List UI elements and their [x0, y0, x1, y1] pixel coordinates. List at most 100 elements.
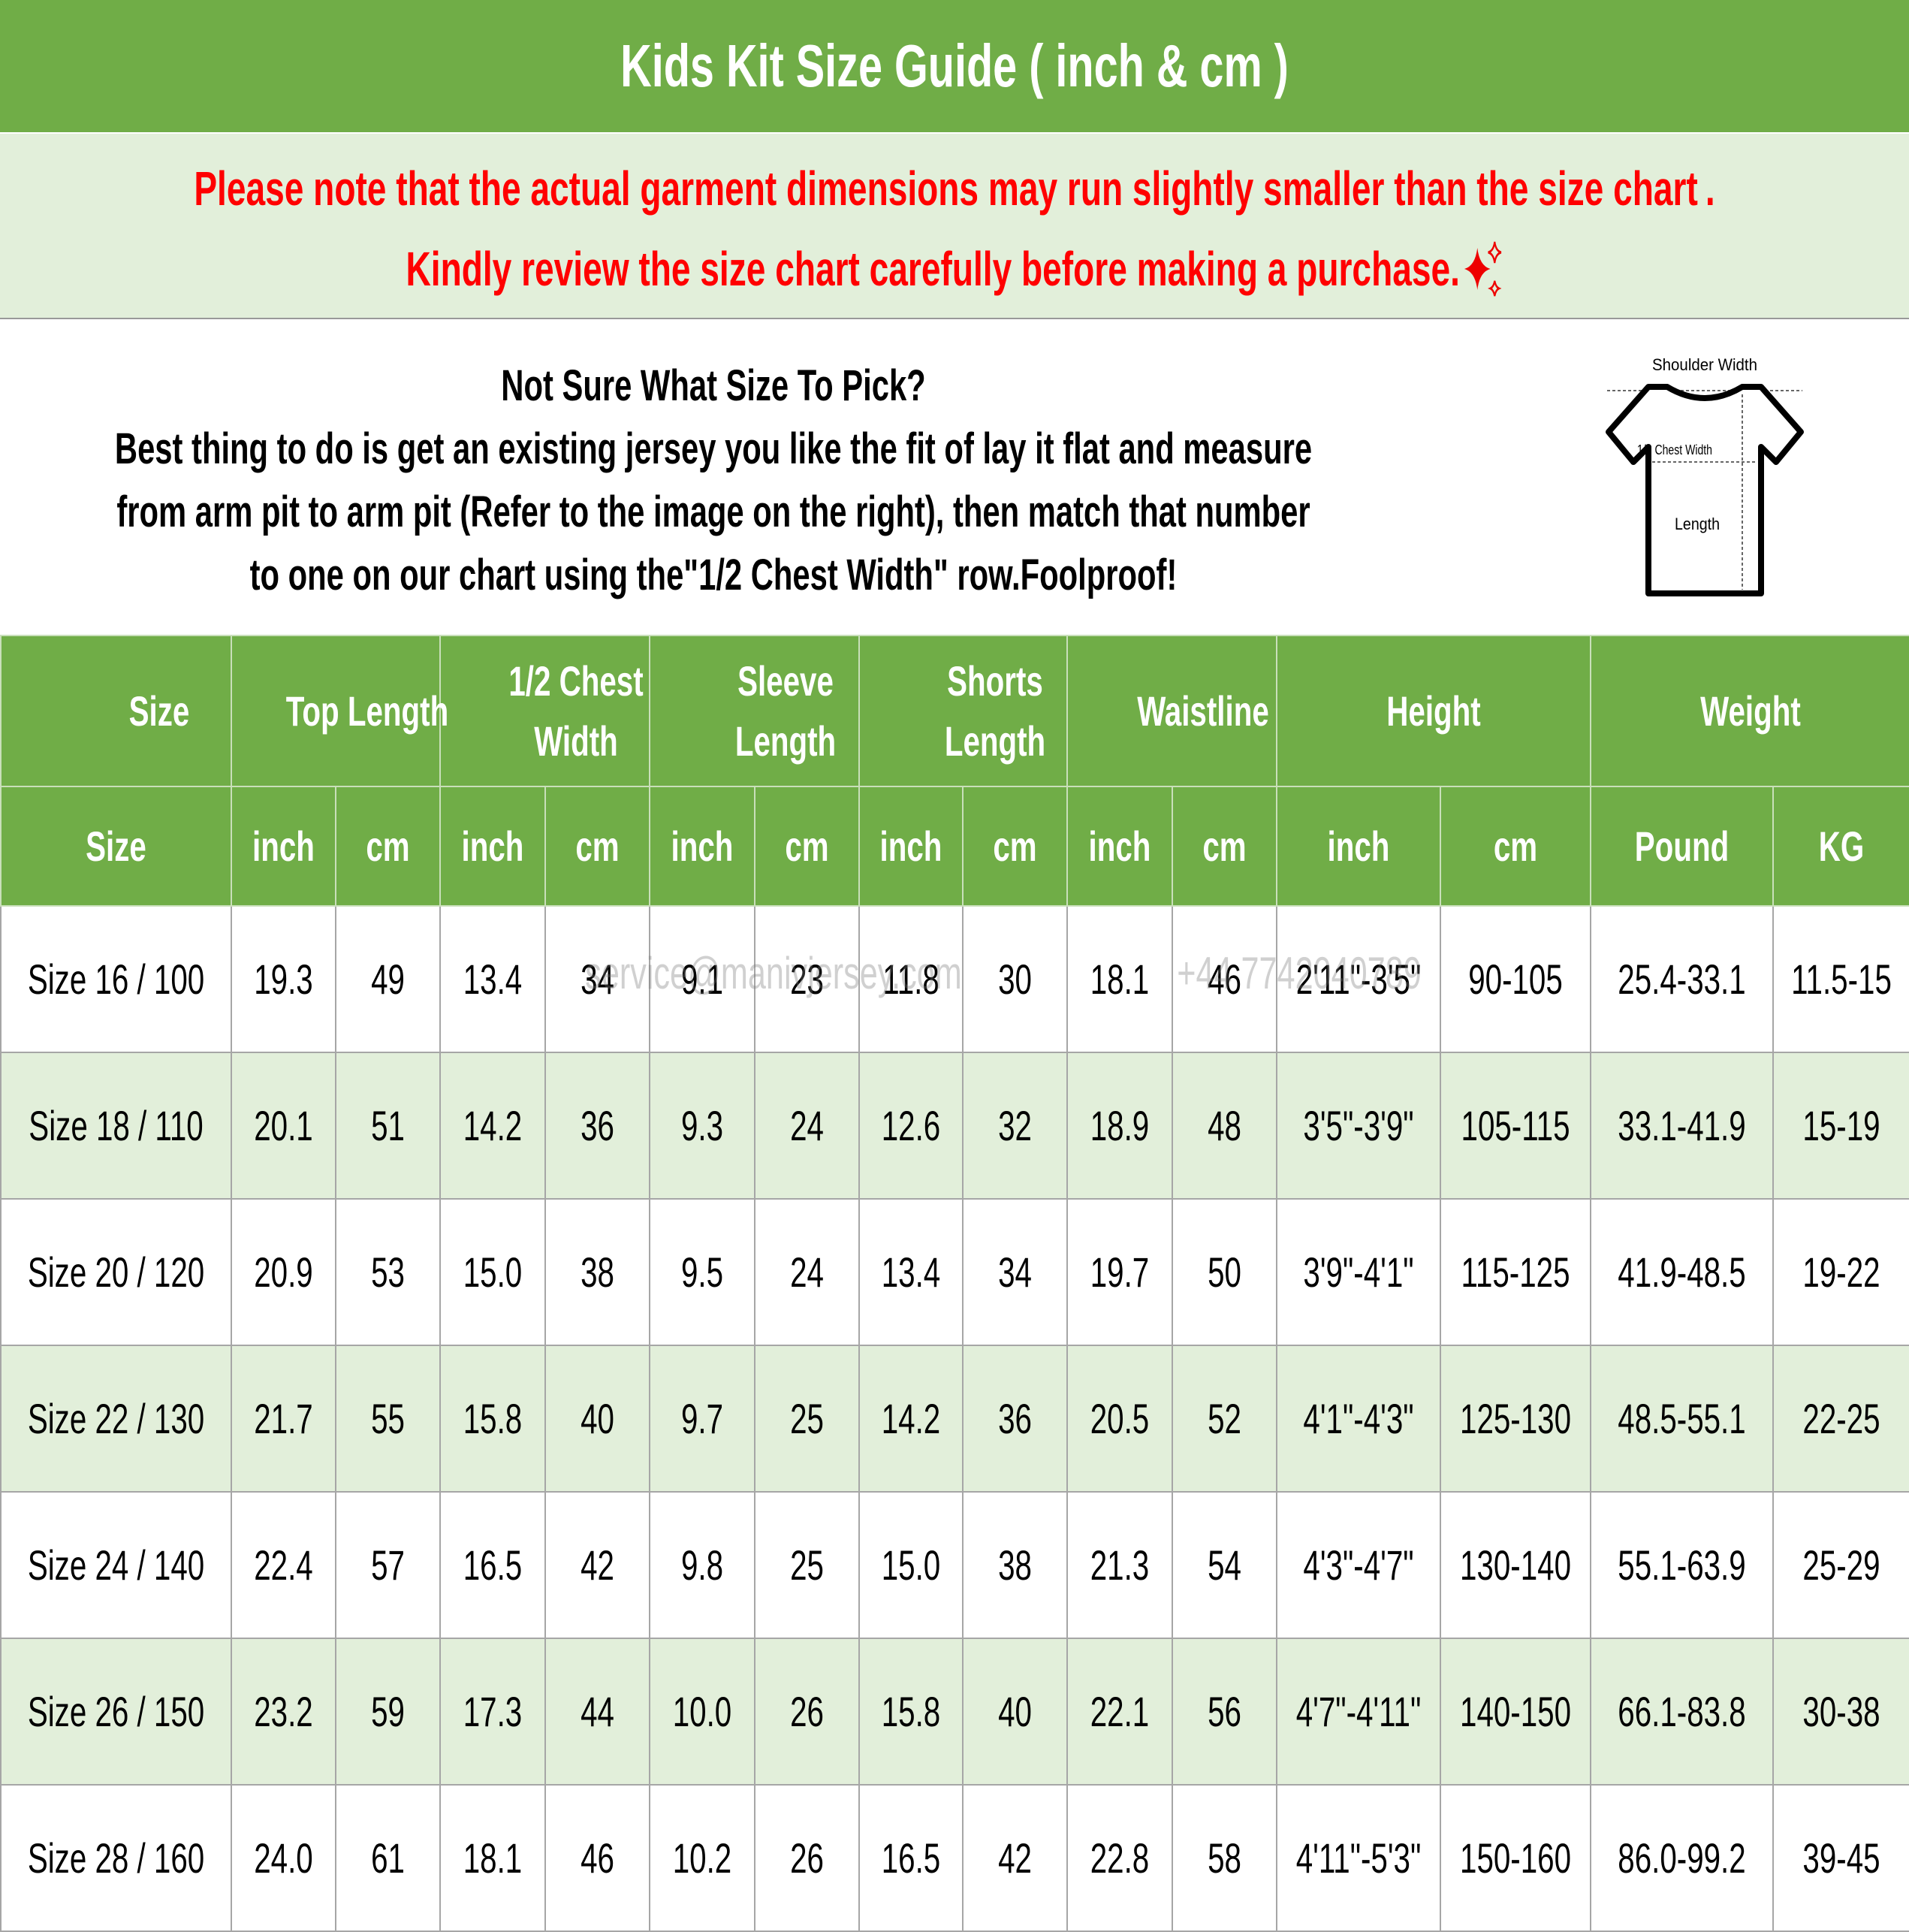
data-cell: 19.7 — [1066, 1198, 1173, 1346]
data-cell: 22.1 — [1066, 1638, 1173, 1786]
group-header-text: 1/2 Chest Width — [508, 657, 644, 765]
data-cell-text: 15.0 — [881, 1541, 941, 1589]
data-cell: 22.8 — [1066, 1784, 1173, 1932]
data-cell-text: 25.4-33.1 — [1618, 955, 1746, 1003]
data-cell-text: 50 — [1208, 1248, 1241, 1296]
data-cell-text: 24 — [790, 1102, 824, 1149]
data-cell: 46 — [544, 1784, 650, 1932]
data-cell-text: 25-29 — [1802, 1541, 1880, 1589]
data-cell-text: 86.0-99.2 — [1618, 1834, 1746, 1882]
data-cell-text: 13.4 — [463, 955, 523, 1003]
data-cell: 9.1 — [649, 905, 755, 1053]
data-cell-text: 40 — [998, 1688, 1032, 1735]
unit-header: cm — [544, 786, 650, 907]
data-cell: 36 — [544, 1052, 650, 1200]
data-cell: 20.9 — [231, 1198, 336, 1346]
data-cell: 10.0 — [649, 1638, 755, 1786]
data-cell-text: 10.2 — [672, 1834, 732, 1882]
data-row: Size 16 / 100 19.3 49 13.4 34 9.1 23 11.8 30 18.1… — [0, 905, 1909, 1053]
unit-header: Size — [0, 786, 232, 907]
data-cell: 18.9 — [1066, 1052, 1173, 1200]
data-cell: 20.5 — [1066, 1345, 1173, 1493]
data-cell-text: 66.1-83.8 — [1618, 1688, 1746, 1735]
data-cell: 36 — [962, 1345, 1068, 1493]
unit-header: cm — [335, 786, 441, 907]
size-table: Size Top Length 1/2 Chest Width Sleeve Leng… — [0, 635, 1909, 1932]
data-cell-text: 140-150 — [1460, 1688, 1571, 1735]
data-cell: Size 24 / 140 — [0, 1491, 232, 1639]
watermark: service@manivjersey.com — [585, 947, 962, 998]
data-cell-text: 90-105 — [1468, 955, 1563, 1003]
data-cell: 48.5-55.1 — [1590, 1345, 1774, 1493]
data-cell: 90-105 — [1440, 905, 1591, 1053]
unit-header-text: KG — [1818, 823, 1865, 870]
unit-header: KG — [1772, 786, 1909, 907]
data-cell-text: 2'11"-3'5" — [1295, 955, 1422, 1003]
data-cell-text: 20.9 — [254, 1248, 313, 1296]
data-cell-text: 22.8 — [1090, 1834, 1150, 1882]
data-cell: 125-130 — [1440, 1345, 1591, 1493]
data-cell: 38 — [544, 1198, 650, 1346]
data-cell: 57 — [335, 1491, 441, 1639]
unit-header-text: cm — [366, 823, 410, 870]
data-cell-text: 14.2 — [881, 1395, 941, 1442]
data-cell-text: 48.5-55.1 — [1618, 1395, 1746, 1442]
data-cell: Size 18 / 110 — [0, 1052, 232, 1200]
data-cell-text: Size 24 / 140 — [27, 1541, 205, 1589]
data-cell: 13.4 — [439, 905, 546, 1053]
data-cell-text: Size 28 / 160 — [27, 1834, 205, 1882]
data-cell: 14.2 — [439, 1052, 546, 1200]
data-cell-text: 14.2 — [463, 1102, 523, 1149]
data-cell-text: 25 — [790, 1541, 824, 1589]
group-header-text: Size — [128, 687, 190, 735]
data-cell-text: 49 — [371, 955, 405, 1003]
data-cell: 13.4 — [858, 1198, 964, 1346]
data-cell: 48 — [1172, 1052, 1277, 1200]
data-cell-text: 19.3 — [254, 955, 313, 1003]
data-cell-text: 36 — [998, 1395, 1032, 1442]
data-cell-text: 61 — [371, 1834, 405, 1882]
data-cell: 9.7 — [649, 1345, 755, 1493]
note-text: Kindly review the size chart carefully b… — [406, 242, 1460, 296]
data-cell: 21.3 — [1066, 1491, 1173, 1639]
note-line: Please note that the actual garment dime… — [194, 151, 1714, 226]
data-cell: 58 — [1172, 1784, 1277, 1932]
info-line: Best thing to do is get an existing jers… — [114, 424, 1313, 473]
data-cell: 46 — [1172, 905, 1277, 1053]
data-cell-text: 13.4 — [881, 1248, 941, 1296]
data-row: Size 18 / 110 20.1 51 14.2 36 9.3 24 12.6 32 18.9… — [0, 1052, 1909, 1200]
data-cell: 39-45 — [1772, 1784, 1909, 1932]
data-cell-text: 38 — [581, 1248, 614, 1296]
data-cell-text: 15.8 — [881, 1688, 941, 1735]
data-cell-text: 9.3 — [680, 1102, 724, 1149]
data-cell-text: 48 — [1208, 1102, 1241, 1149]
data-cell-text: 3'5"-3'9" — [1303, 1102, 1414, 1149]
data-cell-text: 16.5 — [881, 1834, 941, 1882]
data-cell-text: 15.0 — [463, 1248, 523, 1296]
data-cell-text: 39-45 — [1802, 1834, 1880, 1882]
diagram-label: Length — [1675, 515, 1720, 533]
title-band: Kids Kit Size Guide ( inch & cm ) — [0, 0, 1909, 132]
data-cell: 42 — [544, 1491, 650, 1639]
data-cell: 4'3"-4'7" — [1276, 1491, 1441, 1639]
data-cell-text: 46 — [1208, 955, 1241, 1003]
data-cell-text: 56 — [1208, 1688, 1241, 1735]
data-cell: 25-29 — [1772, 1491, 1909, 1639]
data-cell-text: 55 — [371, 1395, 405, 1442]
unit-header-text: inch — [252, 823, 315, 870]
data-cell: 24 — [754, 1052, 860, 1200]
data-cell: 3'5"-3'9" — [1276, 1052, 1441, 1200]
data-cell: 40 — [962, 1638, 1068, 1786]
unit-header-text: inch — [461, 823, 524, 870]
data-row: Size 20 / 120 20.9 53 15.0 38 9.5 24 13.4 34 19.7… — [0, 1198, 1909, 1346]
group-header-text: Shorts Length — [944, 657, 1046, 765]
data-cell-text: Size 22 / 130 — [27, 1395, 205, 1442]
data-cell: 4'1"-4'3" — [1276, 1345, 1441, 1493]
unit-header: inch — [1066, 786, 1173, 907]
unit-header: cm — [1440, 786, 1591, 907]
unit-header-text: inch — [671, 823, 734, 870]
data-cell: 16.5 — [439, 1491, 546, 1639]
data-cell: 18.1 — [439, 1784, 546, 1932]
data-cell: 9.8 — [649, 1491, 755, 1639]
